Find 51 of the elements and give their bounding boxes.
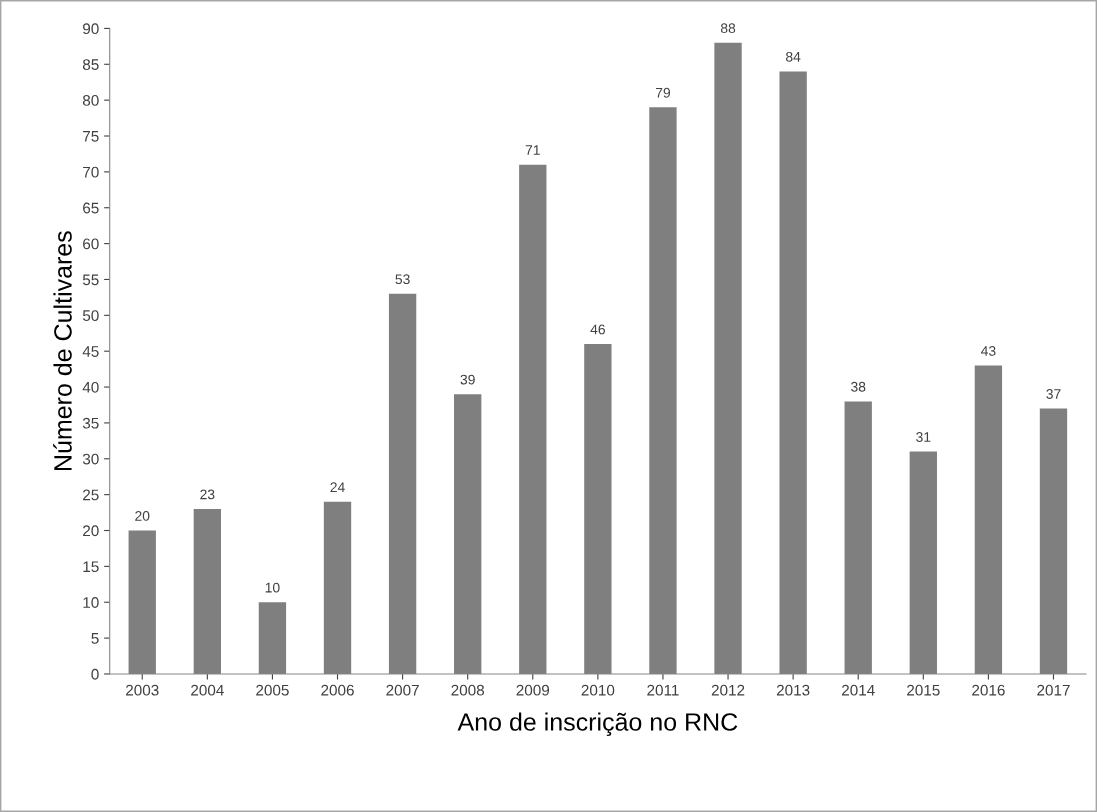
y-tick-label: 15 <box>83 561 99 573</box>
y-tick-label: 0 <box>91 668 99 680</box>
y-tick-label: 75 <box>83 131 99 142</box>
data-label: 38 <box>851 381 866 392</box>
y-tick-label: 90 <box>83 23 99 35</box>
y-tick-label: 40 <box>82 381 99 393</box>
y-tick-label: 85 <box>82 59 99 70</box>
data-label: 31 <box>916 432 931 442</box>
y-tick-label: 20 <box>83 525 99 537</box>
data-label: 88 <box>720 23 736 34</box>
x-tick-label: 2008 <box>451 684 485 696</box>
y-tick-label: 35 <box>82 417 99 429</box>
y-tick-label: 30 <box>82 453 99 465</box>
y-axis-title: Número de Cultivares <box>53 231 72 471</box>
data-label: 20 <box>135 510 150 521</box>
x-axis-title: Ano de inscrição no RNC <box>457 712 738 736</box>
y-tick-label: 25 <box>83 489 99 501</box>
x-tick-label: 2015 <box>907 684 940 696</box>
x-tick-label: 2016 <box>972 684 1005 696</box>
data-label: 10 <box>265 582 280 593</box>
x-tick-label: 2011 <box>647 684 679 696</box>
y-tick-label: 60 <box>83 238 99 250</box>
x-tick-label: 2012 <box>711 684 745 696</box>
data-label: 37 <box>1046 389 1061 399</box>
x-tick-label: 2014 <box>842 684 875 696</box>
data-label: 71 <box>525 145 540 155</box>
data-label: 39 <box>460 374 475 385</box>
y-tick-label: 10 <box>83 597 99 608</box>
x-tick-label: 2013 <box>776 684 810 696</box>
x-tick-label: 2017 <box>1037 684 1070 696</box>
data-label: 43 <box>980 346 996 356</box>
x-tick-label: 2007 <box>386 684 419 696</box>
data-label: 53 <box>395 274 410 285</box>
data-label: 79 <box>655 87 671 98</box>
x-tick-label: 2010 <box>581 684 615 696</box>
y-tick-label: 65 <box>83 202 99 214</box>
y-tick-label: 80 <box>82 95 99 106</box>
data-label: 24 <box>330 482 345 492</box>
data-label: 84 <box>786 51 801 62</box>
x-tick-label: 2003 <box>126 684 159 696</box>
data-label: 46 <box>590 324 605 335</box>
data-label: 23 <box>200 489 215 500</box>
y-tick-label: 70 <box>83 166 99 178</box>
y-tick-label: 5 <box>91 633 99 644</box>
x-tick-label: 2004 <box>191 684 224 696</box>
y-tick-label: 50 <box>82 310 99 322</box>
x-tick-label: 2009 <box>516 684 550 696</box>
y-tick-label: 45 <box>82 346 99 357</box>
x-tick-label: 2006 <box>321 684 354 696</box>
x-tick-label: 2005 <box>256 684 289 696</box>
y-tick-label: 55 <box>82 274 99 286</box>
